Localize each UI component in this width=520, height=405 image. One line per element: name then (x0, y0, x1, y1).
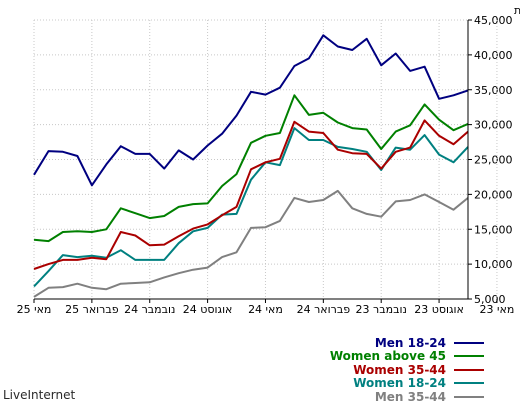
legend-item: Women 35-44 (330, 363, 484, 377)
legend-label: Women 18-24 (353, 376, 446, 391)
series-line (33, 119, 469, 270)
y-tick-label: 15,000 (474, 223, 513, 236)
liveinternet-watermark: LiveInternet (3, 388, 76, 402)
legend-swatch (454, 341, 484, 344)
legend-label: Men 35-44 (374, 389, 446, 404)
x-tick-label: מאי 25 (17, 303, 52, 316)
legend-label: Women 35-44 (353, 362, 446, 377)
x-tick-label: פברואר 25 (65, 303, 119, 316)
legend-item: Men 18-24 (330, 336, 484, 350)
y-tick-label: 45,000 (474, 14, 513, 27)
x-tick-label: נובמבר 23 (356, 303, 407, 316)
x-tick-label: אוגוסט 23 (414, 303, 464, 316)
x-tick-label: פברואר 24 (297, 303, 351, 316)
y-tick-label: 20,000 (474, 188, 513, 201)
legend-swatch (454, 395, 484, 398)
y-tick-label: 35,000 (474, 84, 513, 97)
y-tick-label: 40,000 (474, 49, 513, 62)
legend-swatch (454, 382, 484, 385)
legend-swatch (454, 368, 484, 371)
legend-label: Women above 45 (329, 349, 446, 364)
x-tick-label: מאי 24 (248, 303, 283, 316)
series-line (33, 94, 469, 243)
legend-item: Men 35-44 (330, 390, 484, 404)
legend-label: Men 18-24 (374, 335, 446, 350)
legend-item: Women 18-24 (330, 376, 484, 391)
series-line (33, 34, 469, 187)
y-tick-label: 10,000 (474, 258, 513, 271)
legend: Men 18-24 Women above 45 Women 35-44 Wom… (330, 336, 484, 404)
y-tick-label: 25,000 (474, 154, 513, 167)
x-tick-label: מאי 23 (480, 303, 515, 316)
legend-item: Women above 45 (329, 349, 484, 364)
y-tick-label: 30,000 (474, 119, 513, 132)
legend-swatch (454, 355, 484, 358)
series-line (33, 189, 469, 298)
x-tick-label: אוגוסט 24 (183, 303, 233, 316)
x-tick-label: נובמבר 24 (124, 303, 175, 316)
y-axis-title: כמות (514, 4, 520, 17)
y-tick-label: 5,000 (474, 293, 506, 306)
